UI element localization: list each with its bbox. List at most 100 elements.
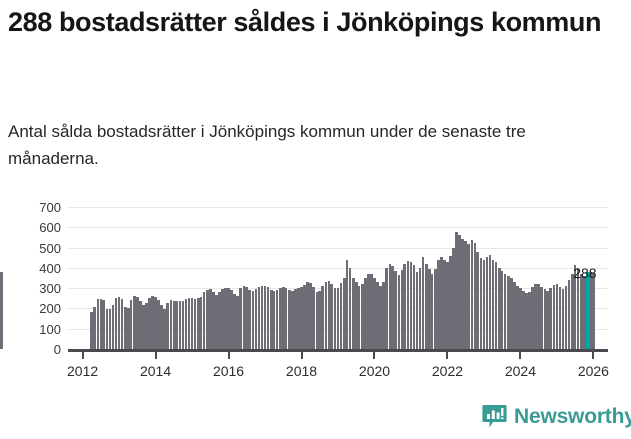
bar — [336, 288, 340, 349]
bar — [96, 299, 100, 349]
bar — [379, 286, 382, 349]
bar — [567, 280, 571, 349]
y-tick-label: 600 — [39, 220, 61, 236]
bar — [382, 282, 385, 349]
bar — [357, 285, 361, 349]
bar — [385, 267, 388, 349]
bar — [117, 297, 121, 349]
bar — [446, 261, 449, 349]
gridline — [68, 247, 608, 249]
bar — [196, 298, 200, 349]
y-tick-label: 300 — [39, 281, 61, 297]
x-tick-label: 2014 — [139, 363, 172, 379]
bar — [552, 284, 556, 349]
bar — [415, 271, 419, 349]
bar — [452, 247, 455, 349]
bar — [470, 239, 474, 349]
bar — [516, 286, 519, 349]
bar — [279, 288, 282, 349]
bar — [284, 288, 288, 349]
bar — [105, 308, 109, 349]
x-axis-line — [68, 349, 608, 352]
gridline — [68, 207, 608, 208]
bar — [129, 300, 133, 349]
bar — [272, 291, 276, 349]
bar — [169, 299, 173, 349]
bar — [403, 263, 407, 349]
bar — [476, 251, 480, 349]
bar — [227, 288, 230, 349]
bar — [418, 267, 422, 349]
bar — [534, 284, 538, 349]
bar — [172, 300, 176, 349]
bar — [266, 287, 270, 349]
bar — [281, 287, 285, 349]
bar — [269, 290, 273, 349]
bar — [345, 260, 349, 349]
bar — [327, 281, 331, 349]
y-tick-label: 700 — [39, 200, 61, 215]
bar — [576, 267, 580, 349]
bar — [488, 255, 492, 349]
bar — [525, 292, 528, 349]
bar — [160, 304, 164, 349]
bar — [531, 286, 534, 349]
bar — [546, 290, 550, 349]
bar — [321, 285, 324, 349]
x-tick-label: 2022 — [431, 363, 464, 379]
bar — [412, 265, 416, 349]
newsworthy-wordmark: Newsworthy — [514, 405, 631, 428]
bar — [303, 284, 306, 349]
bar — [519, 288, 522, 349]
bar — [242, 285, 246, 349]
bar — [561, 288, 565, 349]
bar — [439, 257, 443, 349]
bar — [254, 288, 258, 349]
bar — [458, 235, 461, 349]
bar — [239, 288, 242, 349]
bar — [306, 282, 310, 349]
bar — [157, 300, 160, 349]
bar — [230, 290, 233, 349]
newsworthy-logo[interactable]: Newsworthy — [482, 404, 631, 429]
bar — [148, 297, 151, 349]
bar — [421, 256, 425, 349]
x-tick — [81, 352, 84, 359]
bar — [361, 283, 364, 349]
bar — [102, 300, 106, 349]
bar — [263, 285, 267, 349]
bar — [342, 278, 346, 349]
y-tick-label: 0 — [53, 342, 61, 357]
bar — [467, 243, 470, 349]
bar — [570, 274, 574, 349]
bar — [485, 257, 489, 349]
bar — [394, 270, 397, 349]
bar — [507, 275, 510, 349]
bar — [339, 282, 343, 349]
bar — [464, 241, 467, 349]
bar — [211, 291, 215, 349]
bar — [224, 288, 227, 349]
bar — [138, 301, 142, 349]
bar — [99, 298, 103, 349]
bar — [449, 255, 452, 349]
bar — [409, 261, 413, 349]
bar — [175, 300, 179, 349]
bar — [366, 273, 370, 349]
bar — [236, 295, 239, 349]
bar — [494, 261, 498, 349]
bar — [354, 282, 358, 349]
y-tick-label: 400 — [39, 260, 61, 276]
bar — [503, 273, 507, 349]
y-tick-label: 500 — [39, 240, 61, 256]
y-tick-label: 200 — [39, 301, 61, 317]
bar — [291, 290, 294, 349]
bar — [500, 270, 504, 349]
bar — [549, 287, 553, 349]
bar — [573, 265, 577, 349]
bar — [275, 289, 279, 349]
bar — [443, 259, 446, 349]
bar — [108, 309, 112, 349]
bar — [145, 302, 148, 349]
bar — [93, 307, 96, 349]
